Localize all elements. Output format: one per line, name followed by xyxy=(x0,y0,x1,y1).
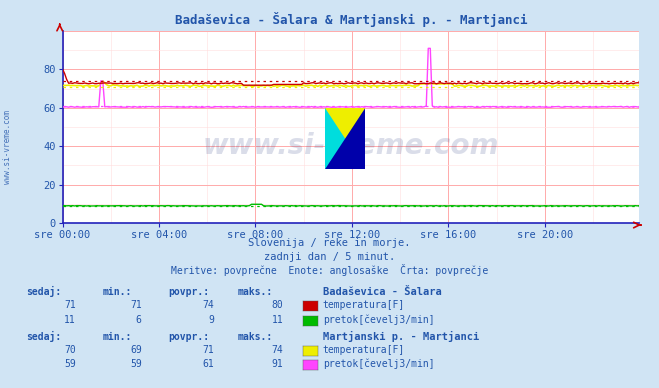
Text: 70: 70 xyxy=(64,345,76,355)
Text: zadnji dan / 5 minut.: zadnji dan / 5 minut. xyxy=(264,252,395,262)
Text: min.:: min.: xyxy=(102,331,132,341)
Text: 69: 69 xyxy=(130,345,142,355)
Text: min.:: min.: xyxy=(102,287,132,297)
Text: 59: 59 xyxy=(64,359,76,369)
Text: maks.:: maks.: xyxy=(237,331,272,341)
Text: 61: 61 xyxy=(202,359,214,369)
Text: Slovenija / reke in morje.: Slovenija / reke in morje. xyxy=(248,238,411,248)
Text: maks.:: maks.: xyxy=(237,287,272,297)
Text: 9: 9 xyxy=(208,315,214,325)
Text: 74: 74 xyxy=(272,345,283,355)
Text: www.si-vreme.com: www.si-vreme.com xyxy=(203,132,499,160)
Text: 59: 59 xyxy=(130,359,142,369)
Text: povpr.:: povpr.: xyxy=(168,331,209,341)
Text: povpr.:: povpr.: xyxy=(168,287,209,297)
Text: temperatura[F]: temperatura[F] xyxy=(323,300,405,310)
Text: temperatura[F]: temperatura[F] xyxy=(323,345,405,355)
Text: 11: 11 xyxy=(64,315,76,325)
Text: 6: 6 xyxy=(136,315,142,325)
Title: Badaševica - Šalara & Martjanski p. - Martjanci: Badaševica - Šalara & Martjanski p. - Ma… xyxy=(175,12,527,27)
Text: pretok[čevelj3/min]: pretok[čevelj3/min] xyxy=(323,314,434,325)
Text: 91: 91 xyxy=(272,359,283,369)
Text: Meritve: povprečne  Enote: anglosaške  Črta: povprečje: Meritve: povprečne Enote: anglosaške Črt… xyxy=(171,263,488,275)
Text: 80: 80 xyxy=(272,300,283,310)
Text: 74: 74 xyxy=(202,300,214,310)
Text: Badaševica - Šalara: Badaševica - Šalara xyxy=(323,287,442,297)
Text: 71: 71 xyxy=(130,300,142,310)
Text: pretok[čevelj3/min]: pretok[čevelj3/min] xyxy=(323,359,434,369)
Text: www.si-vreme.com: www.si-vreme.com xyxy=(3,111,13,184)
Text: 71: 71 xyxy=(64,300,76,310)
Text: 11: 11 xyxy=(272,315,283,325)
Text: 71: 71 xyxy=(202,345,214,355)
Text: sedaj:: sedaj: xyxy=(26,286,61,297)
Text: sedaj:: sedaj: xyxy=(26,331,61,341)
Text: Martjanski p. - Martjanci: Martjanski p. - Martjanci xyxy=(323,331,479,341)
